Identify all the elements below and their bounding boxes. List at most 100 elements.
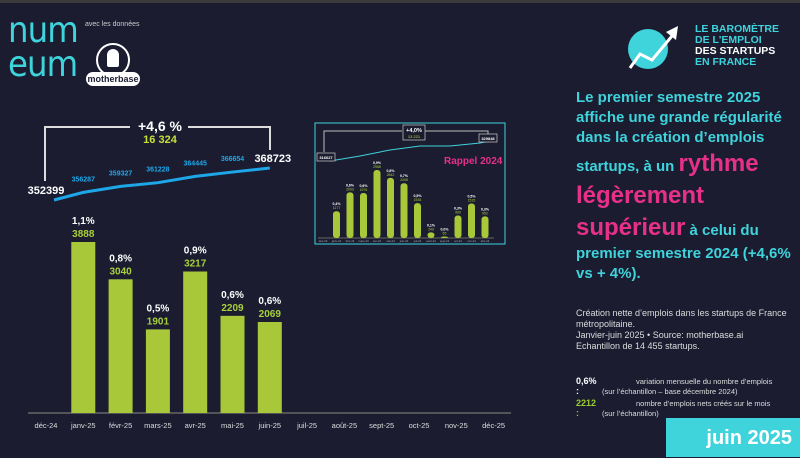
x-tick-label: juin-25 bbox=[258, 421, 282, 430]
bar-value-label: 3040 bbox=[109, 266, 132, 277]
barometer-line: EN FRANCE bbox=[695, 56, 757, 68]
inset-bar-pct-label: 0,6% bbox=[346, 183, 355, 187]
inset-bar-pct-label: 0,5% bbox=[468, 195, 477, 199]
line-value-label: 356287 bbox=[72, 176, 95, 183]
inset-bar-pct-label: 0,0% bbox=[441, 228, 450, 232]
inset-start-box bbox=[316, 152, 336, 162]
bar-pct-label: 0,5% bbox=[147, 303, 170, 314]
inset-bar bbox=[454, 215, 462, 238]
bar-pct-label: 0,8% bbox=[109, 253, 132, 264]
headline-text: Le premier semestre 2025 affiche une gra… bbox=[576, 89, 782, 175]
barometer-logo: LE BAROMÈTRE DE L'EMPLOI DES STARTUPS EN… bbox=[626, 24, 786, 74]
inset-bar bbox=[441, 236, 448, 238]
inset-bar bbox=[414, 203, 421, 238]
x-tick-label: mai-25 bbox=[221, 421, 244, 430]
inset-x-tick-label: avr-24 bbox=[373, 239, 381, 243]
inset-start-label: 316627 bbox=[319, 155, 333, 160]
bar-value-label: 3888 bbox=[72, 229, 95, 240]
bar-pct-label: 0,6% bbox=[221, 290, 244, 301]
bar bbox=[145, 329, 170, 413]
inset-bar-pct-label: 0,3% bbox=[481, 207, 490, 211]
inset-bar bbox=[427, 232, 435, 238]
inset-bar bbox=[373, 170, 381, 238]
headline: Le premier semestre 2025 affiche une gra… bbox=[576, 88, 796, 284]
x-tick-label: nov-25 bbox=[445, 421, 468, 430]
inset-x-tick-label: mai-24 bbox=[386, 239, 395, 243]
source-note: Création nette d’emplois dans les startu… bbox=[576, 308, 796, 352]
inset-total-box bbox=[402, 124, 426, 141]
inset-cumulative-line bbox=[329, 139, 495, 162]
legend-sub: (sur l’échantillon) bbox=[602, 409, 659, 418]
legend-key: 0,6% : bbox=[576, 376, 597, 396]
inset-bar-value-label: 65 bbox=[443, 232, 447, 236]
inset-total-pct: +4,0% bbox=[406, 128, 422, 134]
bar bbox=[183, 271, 208, 413]
x-tick-label: mars-25 bbox=[144, 421, 172, 430]
inset-total-count: 13 221 bbox=[408, 134, 421, 139]
cumulative-line bbox=[53, 166, 270, 202]
headline-text: à celui du premier semestre 2024 (+4,6% … bbox=[576, 222, 791, 282]
inset-frame bbox=[314, 122, 506, 245]
inset-bar-pct-label: 0,6% bbox=[360, 184, 369, 188]
x-tick-label: juil-25 bbox=[296, 421, 317, 430]
legend-key: 2212 : bbox=[576, 398, 597, 418]
inset-bar bbox=[346, 192, 354, 238]
bar bbox=[220, 315, 245, 413]
x-tick-label: déc-25 bbox=[482, 421, 505, 430]
line-value-label: 366654 bbox=[221, 156, 244, 163]
inset-bar-value-label: 249 bbox=[428, 227, 434, 231]
inset-bar-value-label: 2003 bbox=[346, 187, 354, 191]
inset-end-box bbox=[478, 133, 498, 143]
x-tick-label: oct-25 bbox=[409, 421, 430, 430]
numeum-logo: num eum bbox=[8, 10, 79, 85]
barometer-line: DE L'EMPLOI bbox=[695, 34, 762, 46]
top-bar bbox=[0, 0, 800, 3]
line-endpoint-label: 352399 bbox=[28, 185, 65, 197]
bracket-left bbox=[44, 126, 130, 181]
ghost-icon bbox=[107, 49, 119, 67]
inset-bar-pct-label: 0,8% bbox=[387, 169, 396, 173]
x-tick-label: août-25 bbox=[332, 421, 357, 430]
inset-bar-pct-label: 0,5% bbox=[414, 194, 423, 198]
bar bbox=[108, 279, 133, 413]
barometer-line: DES STARTUPS bbox=[695, 45, 776, 57]
inset-bar-pct-label: 0,9% bbox=[373, 161, 382, 165]
month-badge: juin 2025 bbox=[666, 418, 800, 457]
motherbase-logo: motherbase bbox=[86, 40, 140, 90]
bar bbox=[257, 322, 282, 413]
note-line: Echantillon de 14 455 startups. bbox=[576, 341, 700, 351]
inset-bar-value-label: 1976 bbox=[360, 188, 368, 192]
inset-bracket-right bbox=[425, 130, 489, 134]
motherbase-label: motherbase bbox=[86, 72, 140, 86]
inset-bar bbox=[400, 183, 408, 238]
line-value-label: 361228 bbox=[146, 167, 169, 174]
inset-x-tick-label: févr-24 bbox=[346, 239, 355, 243]
bar-value-label: 2069 bbox=[259, 309, 282, 320]
inset-title: Rappel 2024 bbox=[444, 156, 503, 167]
line-value-label: 359327 bbox=[109, 170, 132, 177]
inset-bracket-left bbox=[323, 130, 402, 152]
legend-desc: nombre d’emplois nets créés sur le mois bbox=[636, 399, 771, 408]
inset-x-tick-label: oct-24 bbox=[454, 239, 462, 243]
bar-pct-label: 1,1% bbox=[72, 216, 95, 227]
legend-sub: (sur l’échantillon – base décembre 2024) bbox=[602, 387, 738, 396]
note-line: Création nette d’emplois dans les startu… bbox=[576, 308, 787, 329]
inset-x-tick-label: août-24 bbox=[426, 239, 436, 243]
legend-desc: variation mensuelle du nombre d’emplois bbox=[636, 377, 773, 386]
total-pct: +4,6 % bbox=[138, 118, 183, 134]
inset-bar-value-label: 952 bbox=[482, 211, 488, 215]
total-count: 16 324 bbox=[143, 134, 178, 146]
inset-bar-pct-label: 0,7% bbox=[400, 174, 409, 178]
inset-x-tick-label: déc-24 bbox=[481, 239, 490, 243]
x-tick-label: janv-25 bbox=[70, 421, 96, 430]
trend-arrow-icon bbox=[628, 26, 678, 69]
bar bbox=[71, 242, 96, 413]
inset-x-tick-label: déc-23 bbox=[319, 239, 328, 243]
inset-bar bbox=[468, 203, 475, 238]
inset-bar-value-label: 2408 bbox=[400, 178, 408, 182]
inset-bar-value-label: 990 bbox=[455, 210, 461, 214]
inset-bar-value-label: 1515 bbox=[468, 199, 476, 203]
inset-x-tick-label: sept-24 bbox=[440, 239, 450, 243]
inset-bar-value-label: 2988 bbox=[373, 165, 381, 169]
